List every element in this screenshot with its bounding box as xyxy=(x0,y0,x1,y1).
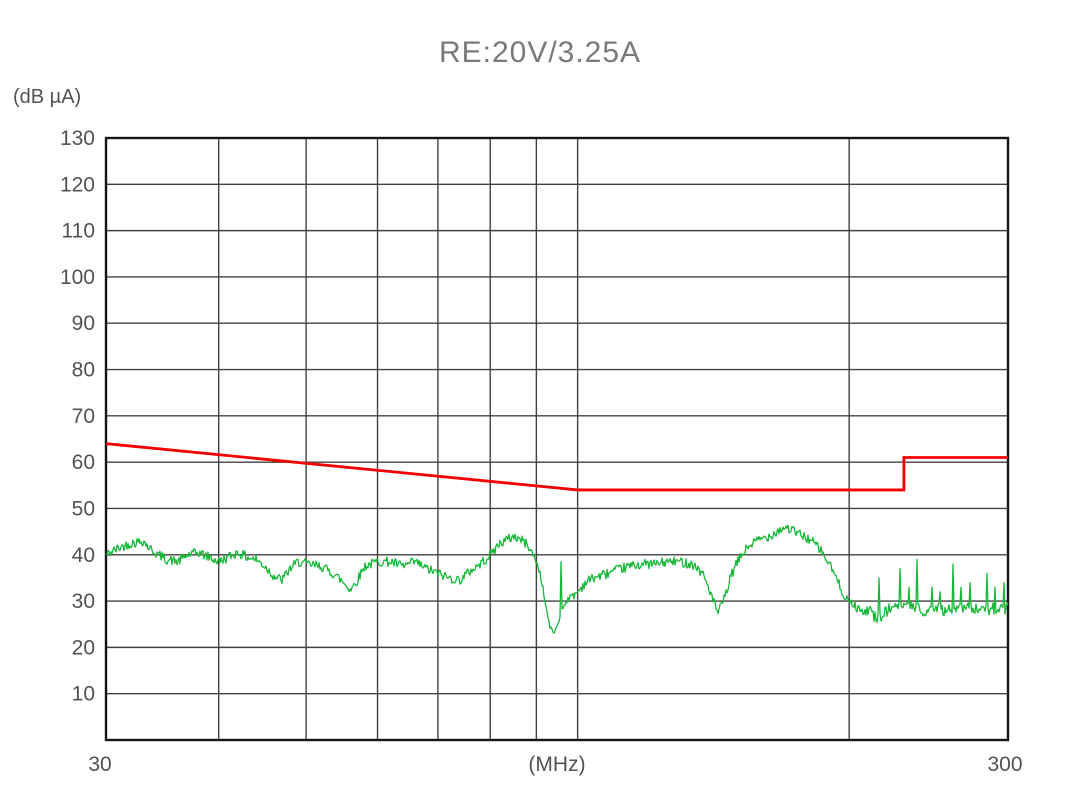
y-tick-label: 80 xyxy=(72,359,95,382)
y-tick-label: 20 xyxy=(72,636,95,659)
y-axis-unit-label: (dB µA) xyxy=(13,86,82,108)
y-tick-label: 30 xyxy=(72,590,95,613)
y-tick-label: 110 xyxy=(62,220,95,243)
limit-line xyxy=(105,442,1008,492)
x-max-label: 300 xyxy=(987,753,1022,776)
x-axis-unit-label: (MHz) xyxy=(528,753,585,776)
x-min-label: 30 xyxy=(88,753,111,776)
measurement-trace xyxy=(105,524,1009,634)
y-tick-label: 100 xyxy=(60,266,95,289)
y-tick-label: 90 xyxy=(72,312,95,335)
plot-frame xyxy=(104,136,1010,742)
y-tick-label: 40 xyxy=(72,544,95,567)
y-tick-label: 70 xyxy=(72,405,95,428)
y-tick-label: 120 xyxy=(60,173,95,196)
y-tick-label: 60 xyxy=(72,451,95,474)
y-tick-label: 130 xyxy=(60,127,95,150)
chart-title: RE:20V/3.25A xyxy=(438,36,642,69)
y-tick-label: 50 xyxy=(72,497,95,520)
y-tick-label: 10 xyxy=(72,683,95,706)
